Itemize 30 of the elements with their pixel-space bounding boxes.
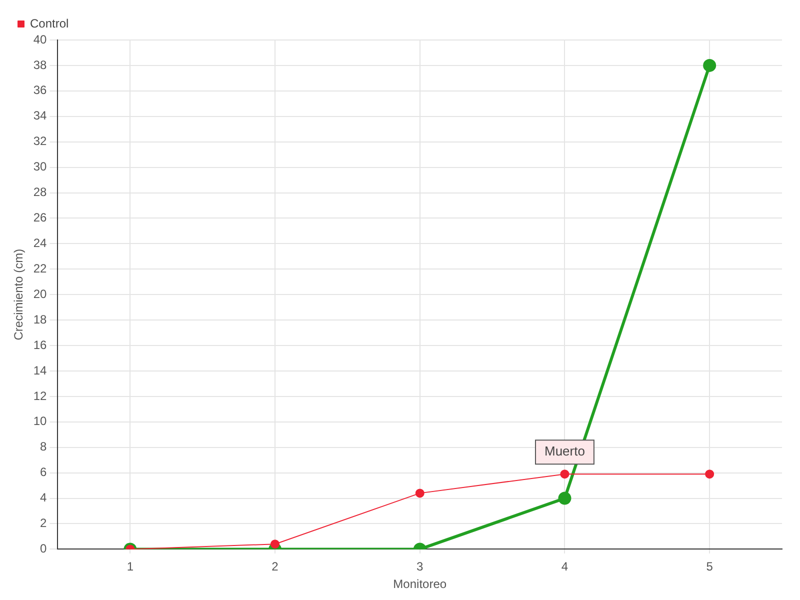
y-tick-label: 4 <box>40 490 48 505</box>
y-tick-label: 2 <box>40 516 48 530</box>
y-tick-label: 26 <box>33 210 48 225</box>
x-tick-label: 5 <box>706 560 714 574</box>
y-tick-label: 28 <box>33 185 48 200</box>
y-tick-label: 8 <box>40 440 48 454</box>
y-tick-label: 18 <box>33 312 48 326</box>
y-tick-label: 40 <box>33 32 48 46</box>
x-tick-label: 1 <box>126 560 134 574</box>
y-tick-label: 24 <box>33 236 48 250</box>
y-tick-label: 34 <box>33 108 48 123</box>
x-tick-label: 4 <box>561 560 568 574</box>
x-tick-label: 2 <box>272 560 279 574</box>
y-tick-label: 30 <box>33 160 48 174</box>
x-tick-label: 3 <box>416 560 424 574</box>
y-tick-label: 10 <box>33 414 48 428</box>
y-tick-label: 12 <box>33 388 48 403</box>
y-tick-label: 6 <box>40 465 48 480</box>
annotation: Muerto <box>544 444 585 459</box>
y-tick-label: 16 <box>33 338 48 352</box>
x-axis-title: Monitoreo <box>393 577 447 592</box>
y-tick-label: 0 <box>40 542 48 556</box>
y-tick-label: 20 <box>33 286 48 301</box>
y-tick-label: 38 <box>33 58 48 72</box>
y-tick-label: 22 <box>33 261 48 276</box>
y-tick-label: 14 <box>33 363 48 378</box>
y-tick-label: 32 <box>33 134 48 148</box>
y-axis-title: Crecimiento (cm) <box>12 248 26 340</box>
y-tick-label: 36 <box>33 83 48 98</box>
legend-label: Control <box>30 16 69 30</box>
